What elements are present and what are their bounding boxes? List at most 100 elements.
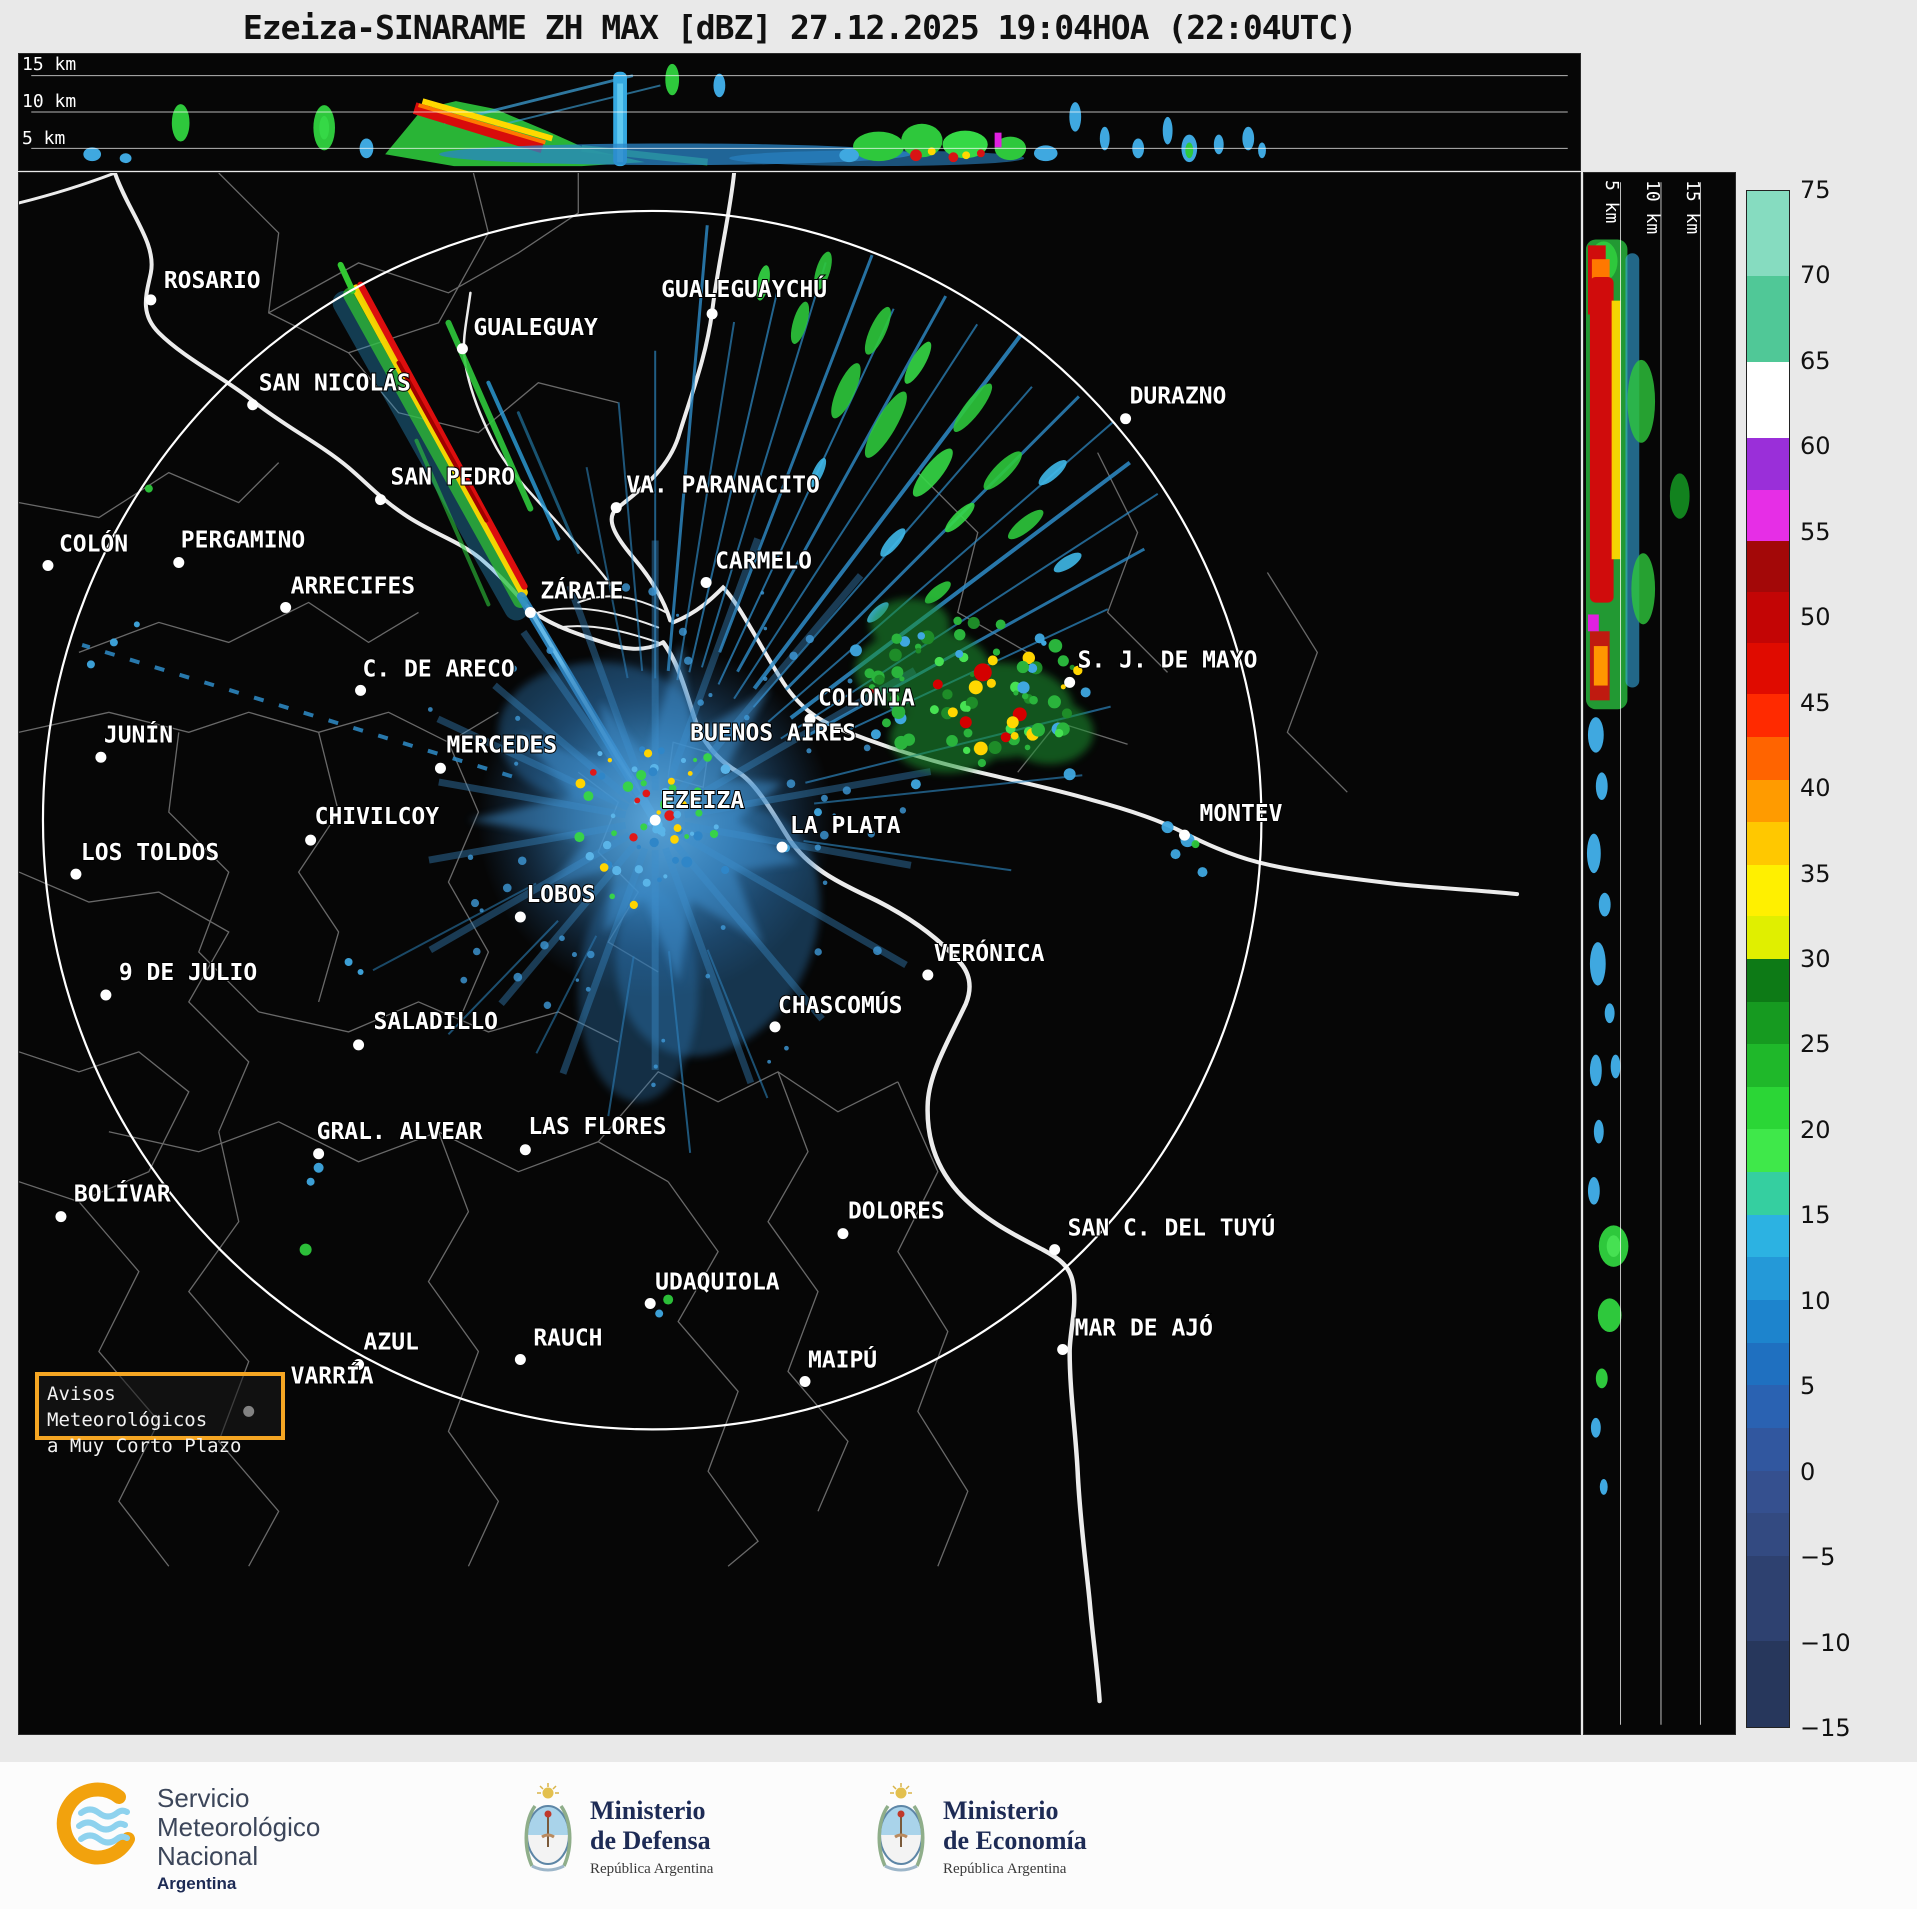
colorbar-tick: −5 bbox=[1800, 1543, 1836, 1572]
colorbar-tick: 25 bbox=[1800, 1030, 1831, 1059]
smn-country: Argentina bbox=[157, 1874, 237, 1893]
side-altitude-label-10km: 10 km bbox=[1642, 180, 1663, 235]
colorbar-tick: 45 bbox=[1800, 688, 1831, 717]
city-label: VERÓNICA bbox=[934, 939, 1045, 967]
coat-of-arms-icon bbox=[524, 1783, 572, 1872]
city-dot bbox=[644, 1298, 656, 1310]
echo-dot bbox=[133, 621, 140, 628]
colorbar-segment bbox=[1747, 438, 1789, 490]
city-label: VA. PARANACITO bbox=[626, 473, 820, 499]
city-label: MAIPÚ bbox=[808, 1345, 877, 1373]
east-storm-cluster bbox=[854, 598, 1094, 774]
city-label: MERCEDES bbox=[446, 732, 557, 758]
city-dot bbox=[353, 1358, 365, 1370]
city-label: MONTEV bbox=[1199, 801, 1282, 827]
city-label: COLONIA bbox=[818, 685, 915, 711]
city-label: ROSARIO bbox=[164, 268, 261, 294]
echo-dot bbox=[1063, 768, 1076, 781]
side-altitude-label-15km: 15 km bbox=[1682, 180, 1703, 235]
city-dot bbox=[610, 502, 622, 514]
city-label: CHIVILCOY bbox=[315, 804, 440, 830]
city-label: ZÁRATE bbox=[540, 576, 623, 604]
coat-of-arms-icon bbox=[877, 1783, 925, 1872]
echo-dot bbox=[663, 1294, 674, 1305]
colorbar-segment bbox=[1747, 1044, 1789, 1087]
city-label: SAN PEDRO bbox=[391, 465, 515, 491]
radar-range-circle bbox=[41, 209, 1263, 1431]
city-label: CHASCOMÚS bbox=[778, 991, 902, 1019]
city-label: S. J. DE MAYO bbox=[1078, 647, 1258, 673]
cluster-speckle bbox=[864, 616, 1083, 768]
colorbar-segment bbox=[1747, 737, 1789, 780]
city-dot bbox=[353, 1039, 365, 1051]
colorbar-segment bbox=[1747, 1342, 1789, 1386]
colorbar-tick: −15 bbox=[1800, 1714, 1851, 1742]
side-profile-echoes bbox=[1585, 239, 1690, 1495]
warning-box-line2: a Muy Corto Plazo bbox=[47, 1435, 242, 1457]
echo-dot bbox=[299, 1243, 312, 1256]
colorbar-segment bbox=[1747, 1556, 1789, 1642]
colorbar-segment bbox=[1747, 1385, 1789, 1429]
city-label: LAS FLORES bbox=[528, 1114, 666, 1140]
city-dot bbox=[1120, 413, 1132, 425]
top-profile-plot bbox=[31, 63, 1568, 167]
city-dot bbox=[100, 989, 112, 1001]
echo-dot bbox=[1197, 867, 1208, 878]
city-label: BOLÍVAR bbox=[74, 1180, 171, 1208]
city-dot bbox=[799, 1375, 811, 1387]
city-dot bbox=[355, 684, 367, 696]
city-dot bbox=[706, 308, 718, 320]
top-profile-panel bbox=[18, 53, 1581, 171]
colorbar-segment bbox=[1747, 276, 1789, 362]
city-dot bbox=[922, 969, 934, 981]
city-dot bbox=[434, 762, 446, 774]
city-dot bbox=[95, 751, 107, 763]
side-profile-gridlines bbox=[1620, 182, 1701, 1725]
city-label: EZEIZA bbox=[661, 788, 744, 814]
city-dot bbox=[514, 911, 526, 923]
city-label: MAR DE AJÓ bbox=[1075, 1314, 1213, 1342]
colorbar-segment bbox=[1747, 191, 1789, 277]
colorbar-segment bbox=[1747, 1513, 1789, 1557]
echo-dot bbox=[86, 660, 95, 669]
city-label: SAN NICOLÁS bbox=[259, 369, 411, 397]
city-label: SALADILLO bbox=[374, 1009, 498, 1035]
echo-dot bbox=[1034, 633, 1045, 644]
warning-box-line1: Avisos Meteorológicos bbox=[47, 1383, 208, 1431]
top-profile-gridlines bbox=[31, 75, 1568, 149]
echo-dot bbox=[1080, 687, 1091, 698]
top-profile-echoes bbox=[83, 63, 1266, 167]
city-label: DURAZNO bbox=[1130, 384, 1227, 410]
city-label: C. DE ARECO bbox=[363, 656, 515, 682]
colorbar-segment bbox=[1747, 361, 1789, 439]
colorbar-segment bbox=[1747, 958, 1789, 1002]
city-label: GUALEGUAY bbox=[473, 315, 598, 341]
city-label: PERGAMINO bbox=[181, 528, 305, 554]
city-label: ARRECIFES bbox=[291, 573, 415, 599]
city-dot bbox=[305, 834, 317, 846]
colorbar-tick: 40 bbox=[1800, 774, 1831, 803]
city-label: GRAL. ALVEAR bbox=[317, 1119, 483, 1145]
cluster-cores bbox=[932, 655, 1027, 743]
warning-box: Avisos Meteorológicos a Muy Corto Plazo bbox=[35, 1372, 285, 1457]
smn-logo-icon bbox=[56, 1782, 135, 1865]
colorbar-tick: 0 bbox=[1800, 1457, 1816, 1486]
echo-dot bbox=[870, 729, 881, 740]
smn-name-line: Meteorológico bbox=[157, 1812, 321, 1842]
side-altitude-label-5km: 5 km bbox=[1601, 180, 1622, 224]
city-label: SAN C. DEL TUYÚ bbox=[1068, 1214, 1275, 1242]
colorbar-tick: 75 bbox=[1800, 176, 1831, 204]
echo-dot bbox=[313, 1162, 324, 1173]
echo-dot bbox=[306, 1177, 315, 1186]
ministry-subtitle: de Defensa bbox=[590, 1826, 711, 1855]
city-dot bbox=[519, 1144, 531, 1156]
echo-dot bbox=[144, 484, 153, 493]
city-label: DOLORES bbox=[848, 1199, 945, 1225]
echo-dot bbox=[109, 638, 118, 647]
smn-name-line: Nacional bbox=[157, 1841, 259, 1871]
side-profile-panel bbox=[1583, 172, 1736, 1735]
economia-logo-block: Ministerio de Economía República Argenti… bbox=[873, 1782, 1087, 1878]
colorbar-tick: 35 bbox=[1800, 859, 1831, 888]
city-dot bbox=[313, 1148, 325, 1160]
ground-clutter bbox=[427, 537, 932, 1102]
